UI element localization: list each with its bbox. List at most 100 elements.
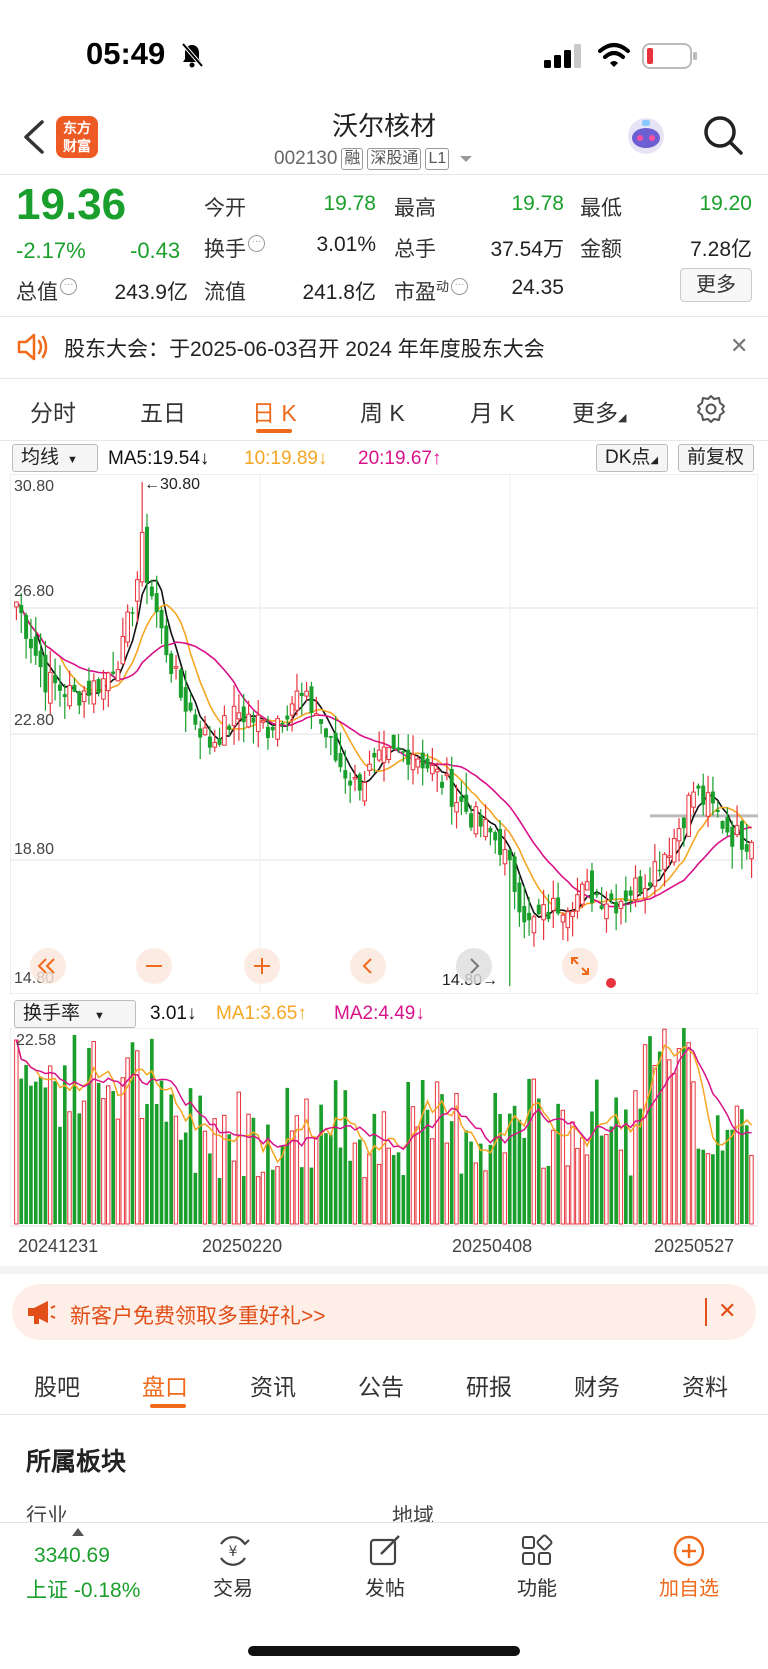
candle-body — [173, 666, 179, 669]
status-time: 05:49 — [86, 36, 166, 71]
index-name[interactable]: 上证 -0.18% — [26, 1579, 141, 1602]
candle-body — [671, 838, 677, 863]
volume-bar — [91, 1041, 96, 1225]
tab-guba[interactable]: 股吧 — [34, 1374, 80, 1400]
volume-bar — [313, 1137, 319, 1225]
volume-bar — [14, 1039, 19, 1225]
expand-icon[interactable] — [562, 948, 598, 984]
notice-text[interactable]: 股东大会：于2025-06-03召开 2024 年年度股东大会 — [64, 338, 545, 361]
volume-select-label: 换手率 — [23, 1003, 81, 1024]
tab-five-day[interactable]: 五日 — [140, 400, 186, 426]
search-icon[interactable] — [702, 114, 744, 156]
candle-body — [275, 718, 280, 740]
tab-more-label: 更多 — [572, 400, 618, 426]
more-button[interactable]: 更多 — [680, 268, 752, 302]
candle-body — [517, 882, 522, 913]
dk-point-button[interactable]: DK点◢ — [596, 444, 668, 472]
nav-post[interactable]: 发帖 — [340, 1530, 430, 1601]
candle-body — [188, 702, 193, 711]
amount-value: 7.28亿 — [690, 238, 752, 261]
candle-body — [231, 705, 237, 727]
tab-daily-k[interactable]: 日 K — [252, 400, 297, 426]
promo-text[interactable]: 新客户免费领取多重好礼>> — [70, 1305, 326, 1328]
tab-pankou[interactable]: 盘口 — [142, 1374, 188, 1400]
index-value[interactable]: 3340.69 — [34, 1544, 110, 1567]
volume-bar — [686, 1042, 691, 1225]
corner-arrow-icon: ◢ — [618, 412, 627, 424]
candle-body — [725, 817, 730, 833]
nav-functions[interactable]: 功能 — [492, 1530, 582, 1601]
gear-icon[interactable] — [696, 394, 726, 424]
volume-bar — [604, 1134, 609, 1225]
ma20-value: 20:19.67↑ — [358, 448, 442, 469]
app-logo[interactable]: 东方 财富 — [56, 116, 98, 158]
volume-bar — [164, 1121, 169, 1224]
volume-bar — [464, 1130, 469, 1224]
info-icon[interactable]: ··· — [248, 235, 265, 252]
stock-code-row[interactable]: 002130 融 深股通 L1 — [274, 146, 473, 172]
close-icon[interactable]: ✕ — [730, 333, 749, 358]
info-icon[interactable]: ··· — [60, 278, 77, 295]
tab-more[interactable]: 更多◢ — [572, 394, 626, 428]
wifi-icon — [598, 43, 630, 67]
info-icon[interactable]: ··· — [451, 278, 469, 295]
zoom-out-icon[interactable] — [136, 948, 172, 984]
volume-bar — [275, 1166, 280, 1225]
vol-ma1-value: MA1:3.65↑ — [216, 1003, 307, 1024]
adjust-button[interactable]: 前复权 — [678, 444, 754, 472]
nav-trade[interactable]: ¥ 交易 — [188, 1530, 278, 1601]
candle-body — [570, 910, 575, 918]
candle-body — [178, 669, 183, 698]
zoom-in-icon[interactable] — [244, 948, 280, 984]
volume-bar — [396, 1152, 401, 1224]
close-icon[interactable]: ✕ — [718, 1298, 737, 1323]
candle-body — [299, 692, 304, 696]
tag-level: L1 — [425, 148, 450, 170]
volume-bar — [53, 1081, 57, 1224]
volume-bar — [343, 1090, 348, 1224]
volume-bar — [483, 1170, 488, 1225]
step-left-icon[interactable] — [350, 948, 386, 984]
candle-body — [33, 636, 38, 656]
back-icon[interactable] — [20, 118, 48, 156]
rewind-icon[interactable] — [30, 948, 66, 984]
candlestick-chart[interactable] — [10, 474, 758, 994]
tab-intraday[interactable]: 分时 — [30, 400, 76, 426]
volume-bar — [362, 1177, 367, 1225]
candle-body — [609, 893, 614, 900]
candle-body — [720, 820, 725, 829]
tab-announcements[interactable]: 公告 — [358, 1374, 404, 1400]
tab-profile[interactable]: 资料 — [682, 1374, 728, 1400]
robot-assistant-icon[interactable] — [624, 114, 668, 158]
candle-body — [676, 828, 682, 842]
volume-bar — [522, 1137, 527, 1224]
candle-body — [406, 749, 411, 765]
tab-weekly-k[interactable]: 周 K — [360, 400, 405, 426]
turnover-chart[interactable] — [10, 1028, 758, 1228]
step-right-icon[interactable] — [456, 948, 492, 984]
tab-monthly-k[interactable]: 月 K — [470, 400, 515, 426]
candle-body — [522, 905, 527, 923]
volume-bar — [309, 1167, 314, 1224]
candle-body — [386, 746, 392, 761]
volume-value: 37.54万 — [490, 238, 564, 261]
candle-body — [130, 612, 135, 614]
promo-banner[interactable] — [12, 1284, 756, 1340]
tab-research[interactable]: 研报 — [466, 1374, 512, 1400]
candle-body — [91, 680, 97, 705]
candle-body — [251, 717, 256, 723]
candle-body — [372, 752, 377, 758]
volume-indicator-select[interactable]: 换手率 ▼ — [14, 1000, 136, 1028]
candle-body — [696, 785, 701, 789]
tab-finance[interactable]: 财务 — [574, 1374, 620, 1400]
candle-body — [86, 680, 91, 696]
caret-up-icon[interactable] — [72, 1528, 84, 1536]
nav-add-watchlist[interactable]: 加自选 — [644, 1530, 734, 1601]
candle-body — [401, 751, 406, 753]
volume-bar — [531, 1078, 537, 1225]
tab-news[interactable]: 资讯 — [250, 1374, 296, 1400]
caret-down-icon[interactable] — [459, 154, 473, 164]
volume-bar — [260, 1171, 266, 1225]
indicator-select[interactable]: 均线 ▼ — [12, 444, 98, 472]
candle-body — [135, 579, 140, 602]
